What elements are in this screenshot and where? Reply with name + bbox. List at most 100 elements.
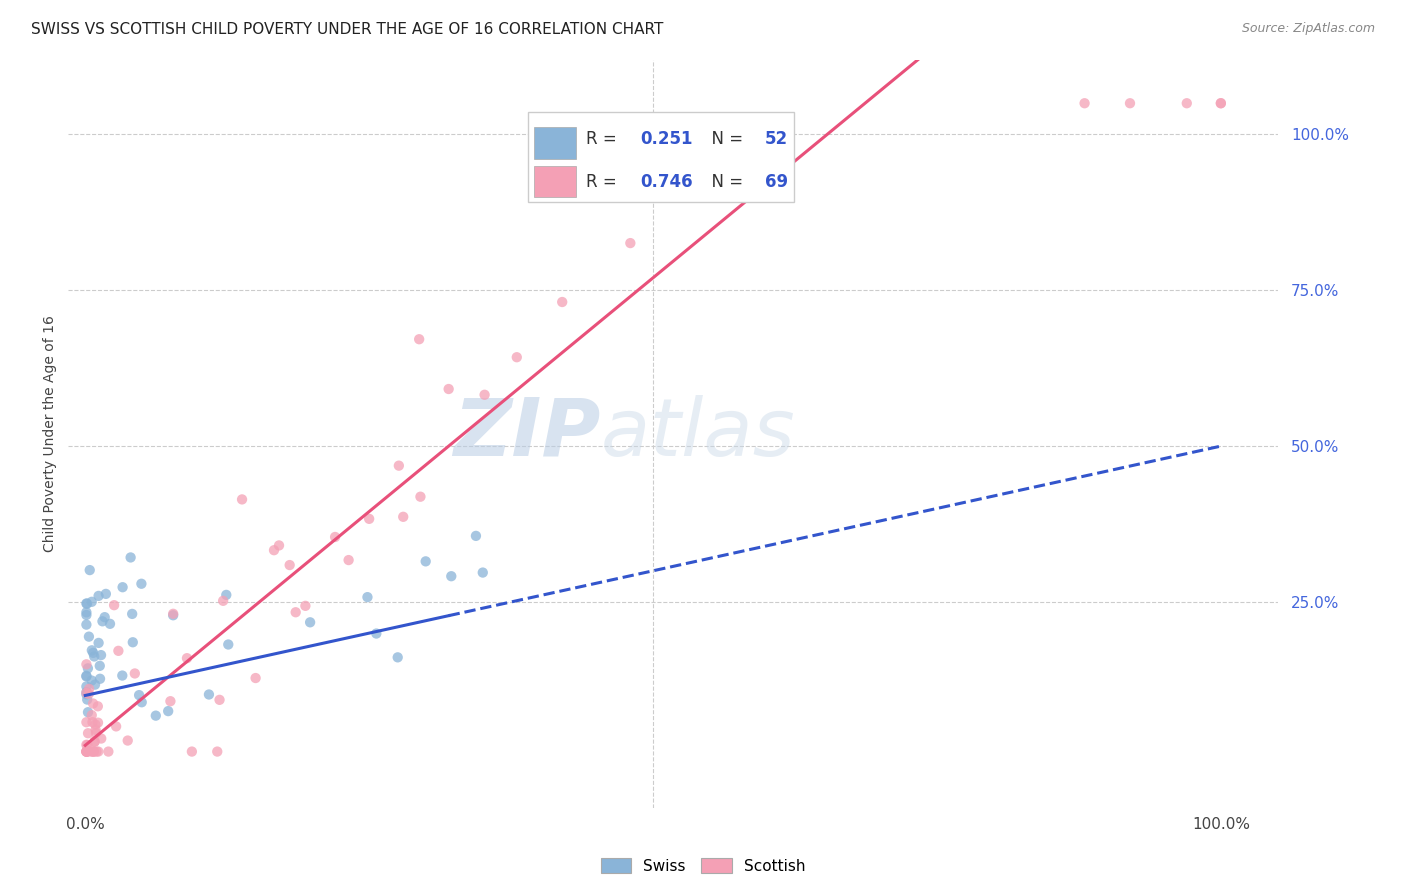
Text: 0.746: 0.746 (640, 173, 693, 191)
Point (76, 597, 98, 611)
Point (75, 686, 97, 700)
FancyBboxPatch shape (527, 112, 794, 202)
Point (323, 530, 346, 544)
Point (474, 388, 496, 402)
Point (299, 615, 322, 630)
Point (83, 734, 105, 748)
Point (76, 745, 98, 759)
Point (440, 569, 463, 583)
Point (105, 719, 128, 733)
Point (162, 608, 184, 623)
Point (90, 648, 112, 662)
Point (80, 643, 103, 657)
Point (77, 726, 100, 740)
Point (87, 636, 110, 650)
Point (284, 605, 307, 619)
Point (388, 458, 411, 473)
Text: Source: ZipAtlas.com: Source: ZipAtlas.com (1241, 22, 1375, 36)
Point (75, 745, 97, 759)
Point (87, 715, 110, 730)
Point (471, 566, 494, 580)
Point (75, 607, 97, 622)
Point (465, 529, 488, 543)
Point (89, 658, 111, 673)
Point (103, 598, 125, 612)
Point (392, 509, 415, 524)
Point (121, 607, 143, 621)
Point (245, 671, 267, 685)
Text: N =: N = (700, 130, 748, 148)
Text: R =: R = (586, 130, 621, 148)
Point (131, 695, 153, 709)
Point (387, 650, 409, 665)
Point (80, 595, 103, 609)
Point (76, 745, 98, 759)
Point (77, 681, 100, 696)
Point (84, 717, 107, 731)
Point (79, 563, 101, 577)
Point (77, 705, 100, 719)
Point (77, 744, 100, 758)
Point (87, 699, 110, 714)
Point (145, 708, 167, 723)
Point (111, 580, 134, 594)
Point (231, 492, 253, 507)
Point (86, 745, 108, 759)
Point (80, 745, 103, 759)
Point (76, 738, 98, 752)
Point (207, 745, 229, 759)
Point (408, 332, 430, 346)
Point (120, 550, 142, 565)
Point (157, 704, 180, 718)
Point (294, 599, 316, 613)
Point (359, 512, 381, 526)
Point (80, 673, 103, 688)
Point (337, 553, 360, 567)
Point (75, 669, 97, 683)
Point (75, 745, 97, 759)
Point (159, 694, 181, 708)
Point (1209, 96, 1232, 111)
Point (356, 590, 378, 604)
Point (80, 708, 103, 723)
Point (176, 651, 198, 665)
Text: 69: 69 (765, 173, 787, 191)
Point (83, 649, 105, 664)
Point (75, 745, 97, 759)
Point (437, 382, 460, 396)
Point (98, 616, 121, 631)
Point (162, 607, 184, 621)
Point (75, 745, 97, 759)
Point (87, 745, 110, 759)
Point (77, 687, 100, 701)
Point (75, 605, 97, 619)
Point (551, 295, 574, 310)
Point (198, 688, 221, 702)
Text: R =: R = (586, 173, 621, 191)
Point (83, 745, 105, 759)
Point (1175, 96, 1198, 111)
Point (75, 687, 97, 701)
Text: 52: 52 (765, 130, 787, 148)
Text: ZIP: ZIP (453, 394, 600, 473)
Point (278, 558, 301, 572)
Point (75, 685, 97, 699)
Point (212, 594, 235, 608)
Point (217, 638, 239, 652)
Point (1119, 96, 1142, 111)
Point (619, 236, 641, 251)
Point (82, 745, 104, 759)
FancyBboxPatch shape (534, 166, 576, 197)
Point (180, 745, 202, 759)
Point (75, 680, 97, 694)
Point (84, 723, 107, 737)
Legend: Swiss, Scottish: Swiss, Scottish (595, 852, 811, 880)
Point (263, 543, 285, 558)
Point (77, 661, 100, 675)
Point (87, 589, 110, 603)
Point (93, 610, 115, 624)
Point (91, 615, 114, 629)
Point (75, 657, 97, 672)
Text: N =: N = (700, 173, 748, 191)
Point (506, 350, 529, 364)
